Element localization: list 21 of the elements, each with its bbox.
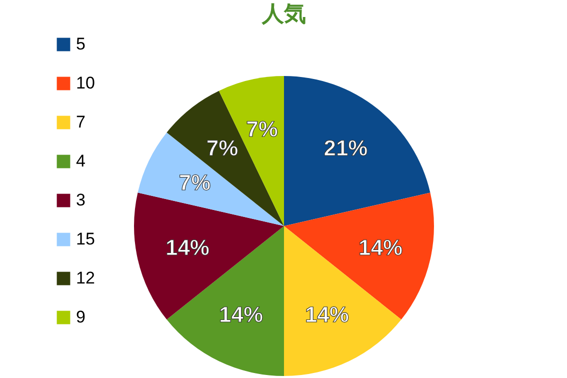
legend-label: 7: [76, 112, 86, 132]
data-label: 7%: [178, 170, 211, 196]
pie-slice: [284, 76, 430, 226]
data-label: 14%: [219, 302, 264, 328]
legend-label: 5: [76, 34, 86, 54]
data-label: 14%: [165, 235, 210, 260]
legend-label: 12: [76, 268, 95, 288]
legend-label: 9: [76, 308, 86, 326]
pie-slice: [166, 90, 284, 226]
pie-slice: [284, 226, 402, 376]
data-label: 14%: [358, 235, 403, 260]
pie-slice: [166, 226, 284, 376]
data-label: 21%: [324, 136, 368, 161]
chart-title: 人気: [261, 2, 306, 27]
legend-label: 10: [76, 74, 95, 92]
legend-label: 4: [76, 152, 86, 170]
data-label: 7%: [246, 116, 278, 142]
data-label: 14%: [304, 302, 349, 328]
legend-label: 3: [76, 190, 86, 210]
legend-label: 15: [76, 230, 95, 248]
data-label: 7%: [206, 136, 238, 161]
